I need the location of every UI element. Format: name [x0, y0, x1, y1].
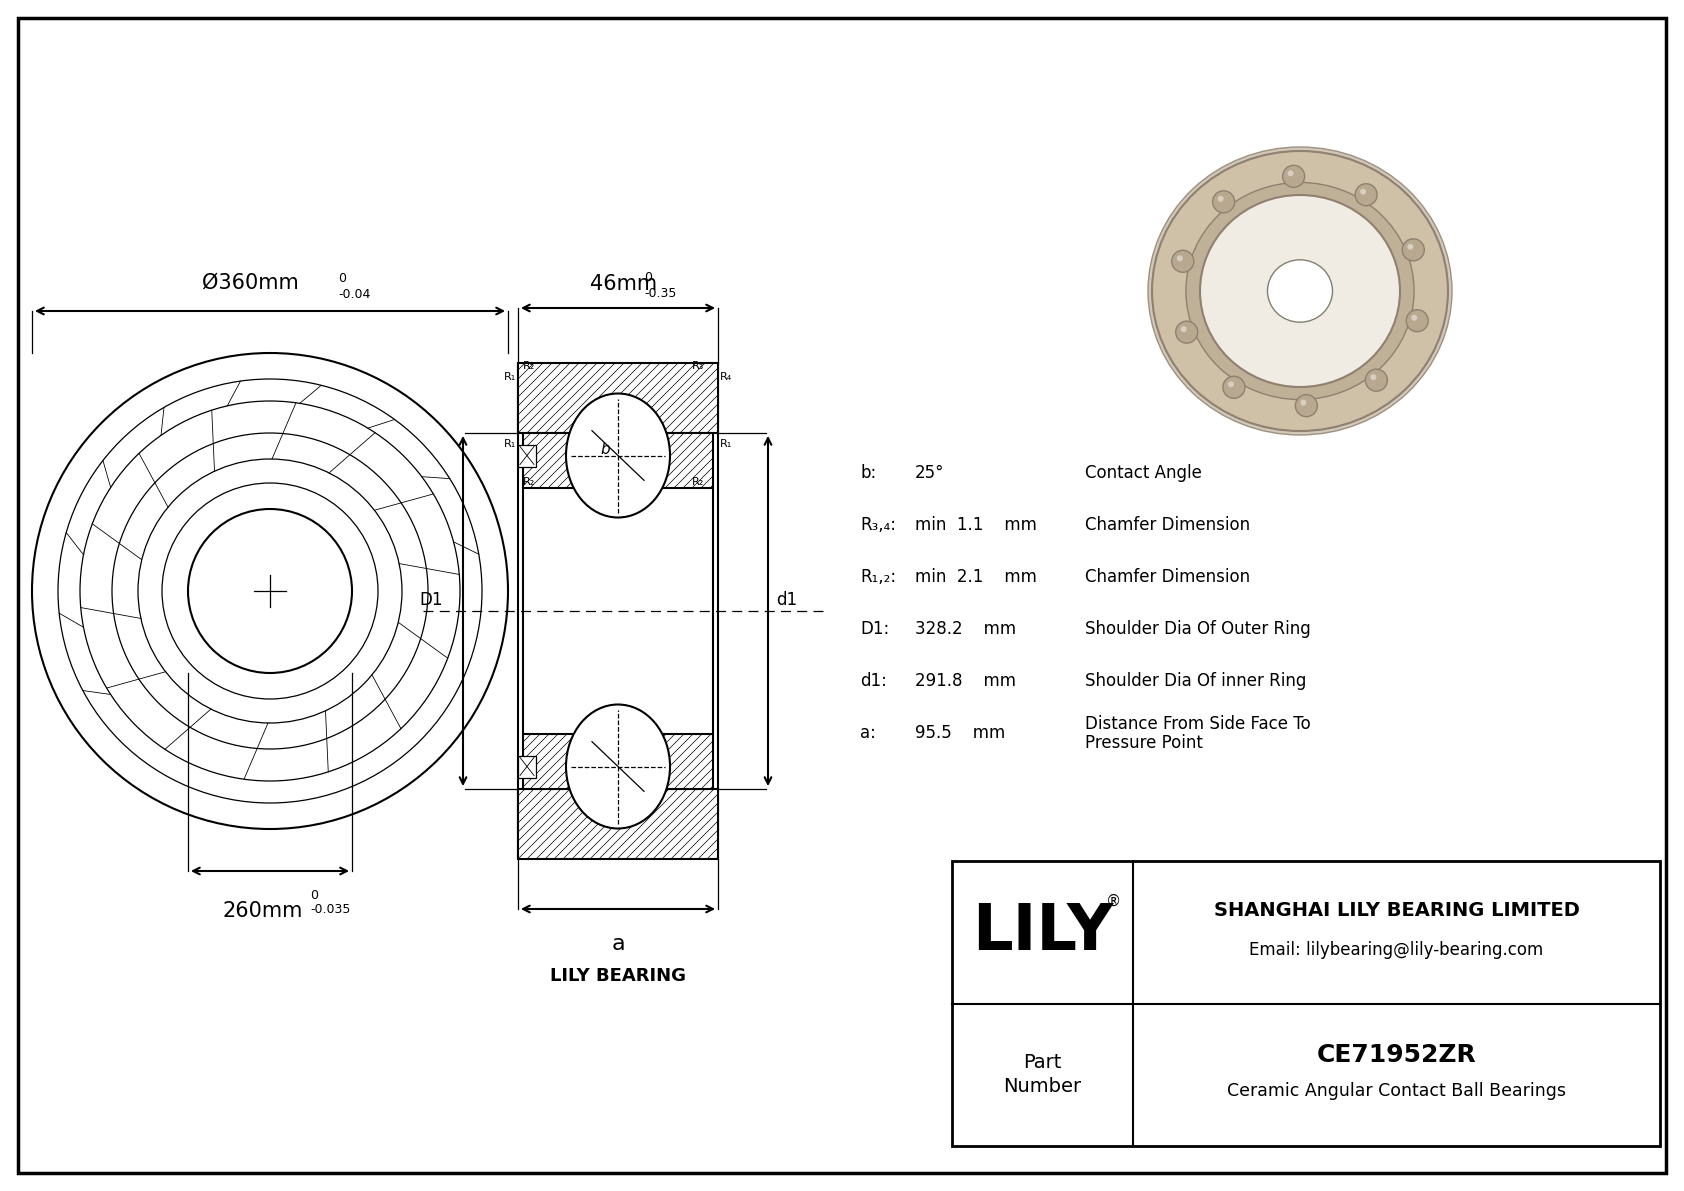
Text: R₁: R₁ — [504, 439, 515, 449]
Text: R₃: R₃ — [692, 361, 704, 372]
Ellipse shape — [1152, 151, 1448, 431]
Text: 260mm: 260mm — [222, 902, 303, 921]
Circle shape — [1177, 255, 1182, 261]
Text: -0.035: -0.035 — [310, 903, 350, 916]
Text: Number: Number — [1004, 1077, 1081, 1096]
Text: d1:: d1: — [861, 672, 887, 690]
Circle shape — [1366, 369, 1388, 391]
Text: R₃,₄:: R₃,₄: — [861, 516, 896, 534]
Text: Ø360mm: Ø360mm — [202, 273, 298, 293]
Circle shape — [1218, 195, 1224, 201]
Text: Pressure Point: Pressure Point — [1084, 734, 1202, 752]
Text: R₂: R₂ — [524, 478, 536, 487]
Text: R₁,₂:: R₁,₂: — [861, 568, 896, 586]
Ellipse shape — [1201, 195, 1399, 387]
Text: b: b — [600, 442, 610, 456]
Circle shape — [1411, 314, 1418, 320]
Ellipse shape — [1148, 146, 1452, 435]
Text: a:: a: — [861, 724, 876, 742]
Ellipse shape — [566, 705, 670, 829]
Circle shape — [1371, 374, 1376, 380]
Text: R₁: R₁ — [721, 439, 733, 449]
Text: b:: b: — [861, 464, 876, 482]
Bar — [951, 861, 1660, 1146]
Circle shape — [1408, 244, 1413, 250]
Circle shape — [1172, 250, 1194, 273]
Circle shape — [1223, 376, 1244, 398]
Text: 46mm: 46mm — [589, 274, 657, 294]
Text: a: a — [611, 934, 625, 954]
Text: LILY BEARING: LILY BEARING — [551, 967, 685, 985]
Text: R₂: R₂ — [524, 361, 536, 372]
Text: Shoulder Dia Of inner Ring: Shoulder Dia Of inner Ring — [1084, 672, 1307, 690]
Text: Shoulder Dia Of Outer Ring: Shoulder Dia Of Outer Ring — [1084, 621, 1310, 638]
Text: R₁: R₁ — [504, 372, 515, 382]
Bar — [524, 434, 712, 488]
Circle shape — [1406, 310, 1428, 332]
Circle shape — [1361, 188, 1366, 194]
Text: d1: d1 — [776, 591, 797, 609]
Ellipse shape — [1186, 182, 1415, 399]
Bar — [519, 444, 536, 467]
Bar — [524, 734, 712, 788]
Text: R₄: R₄ — [721, 372, 733, 382]
Circle shape — [1180, 326, 1187, 332]
Text: Ceramic Angular Contact Ball Bearings: Ceramic Angular Contact Ball Bearings — [1228, 1081, 1566, 1099]
Text: -0.04: -0.04 — [338, 288, 370, 301]
Text: Contact Angle: Contact Angle — [1084, 464, 1202, 482]
Text: SHANGHAI LILY BEARING LIMITED: SHANGHAI LILY BEARING LIMITED — [1214, 900, 1580, 919]
Circle shape — [1288, 170, 1293, 176]
Text: LILY: LILY — [972, 902, 1113, 964]
Text: R₂: R₂ — [692, 478, 704, 487]
Circle shape — [1300, 400, 1307, 406]
Text: 291.8    mm: 291.8 mm — [914, 672, 1015, 690]
Text: 0: 0 — [338, 272, 345, 285]
Ellipse shape — [1268, 260, 1332, 323]
Text: 0: 0 — [310, 888, 318, 902]
Text: 25°: 25° — [914, 464, 945, 482]
Circle shape — [1295, 394, 1317, 417]
Bar — [519, 755, 536, 778]
Circle shape — [1175, 322, 1197, 343]
Bar — [519, 788, 717, 859]
Circle shape — [1228, 381, 1234, 387]
Text: Chamfer Dimension: Chamfer Dimension — [1084, 516, 1250, 534]
Bar — [519, 363, 717, 434]
Text: D1:: D1: — [861, 621, 889, 638]
Circle shape — [1356, 183, 1378, 206]
Text: min  2.1    mm: min 2.1 mm — [914, 568, 1037, 586]
Circle shape — [1212, 191, 1234, 213]
Text: Part: Part — [1024, 1053, 1061, 1072]
Text: min  1.1    mm: min 1.1 mm — [914, 516, 1037, 534]
Text: CE71952ZR: CE71952ZR — [1317, 1043, 1477, 1067]
Text: ®: ® — [1105, 894, 1122, 909]
Ellipse shape — [566, 393, 670, 518]
Text: 95.5    mm: 95.5 mm — [914, 724, 1005, 742]
Text: Email: lilybearing@lily-bearing.com: Email: lilybearing@lily-bearing.com — [1250, 941, 1544, 959]
Text: 0: 0 — [643, 272, 652, 283]
Circle shape — [1283, 166, 1305, 187]
Text: Distance From Side Face To: Distance From Side Face To — [1084, 715, 1310, 732]
Text: 328.2    mm: 328.2 mm — [914, 621, 1015, 638]
Text: Chamfer Dimension: Chamfer Dimension — [1084, 568, 1250, 586]
Circle shape — [1403, 239, 1425, 261]
Text: -0.35: -0.35 — [643, 287, 677, 300]
Text: D1: D1 — [419, 591, 443, 609]
